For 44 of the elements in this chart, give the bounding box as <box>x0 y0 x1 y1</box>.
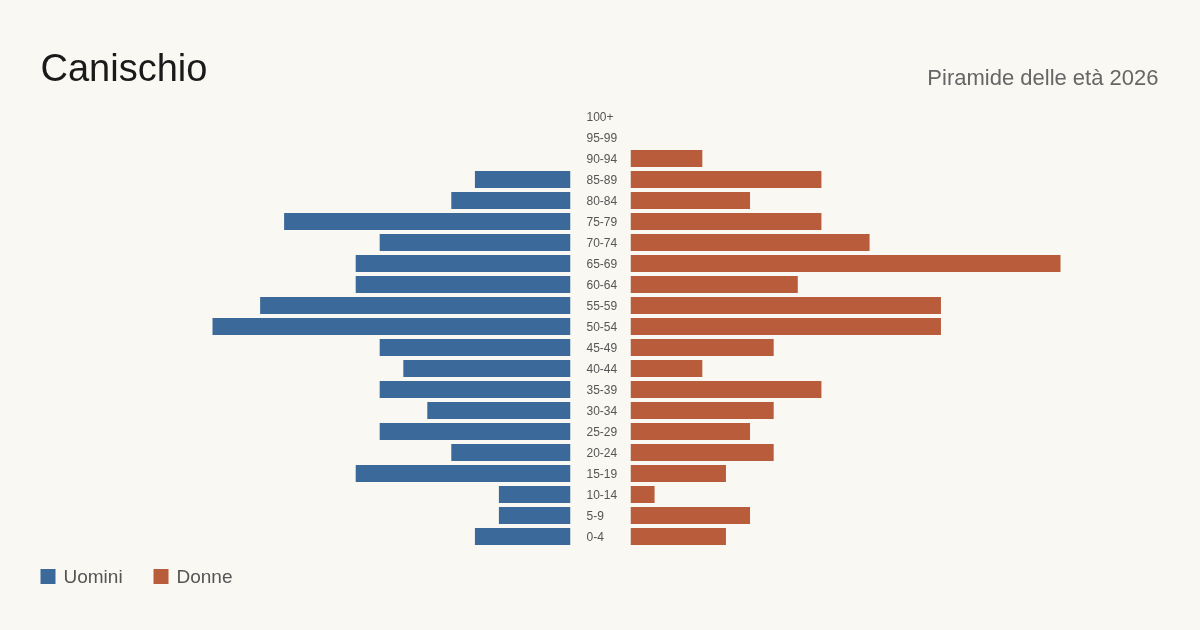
chart-subtitle: Piramide delle età 2026 <box>927 65 1159 90</box>
bar <box>630 339 774 356</box>
y-tick-label: 20-24 <box>586 446 618 460</box>
bar <box>630 444 774 461</box>
y-tick-label: 55-59 <box>586 299 618 313</box>
bar <box>630 297 941 314</box>
bar <box>630 255 1061 272</box>
y-tick-label: 30-34 <box>586 404 618 418</box>
y-tick-label: 15-19 <box>586 467 618 481</box>
bar <box>630 213 822 230</box>
y-tick-label: 80-84 <box>586 194 618 208</box>
y-tick-label: 100+ <box>586 110 614 124</box>
y-tick-label: 85-89 <box>586 173 618 187</box>
y-tick-label: 95-99 <box>586 131 618 145</box>
bar <box>630 360 703 377</box>
bar <box>630 150 703 167</box>
y-tick-label: 25-29 <box>586 425 618 439</box>
y-tick-label: 90-94 <box>586 152 618 166</box>
y-tick-label: 70-74 <box>586 236 618 250</box>
y-tick-label: 10-14 <box>586 488 618 502</box>
y-tick-label: 45-49 <box>586 341 618 355</box>
y-tick-label: 60-64 <box>586 278 618 292</box>
bar <box>630 486 655 503</box>
legend-label: Donne <box>176 566 233 587</box>
bar <box>630 171 822 188</box>
bar <box>630 234 870 251</box>
bar <box>630 192 751 209</box>
y-tick-label: 0-4 <box>586 530 605 544</box>
y-tick-label: 75-79 <box>586 215 618 229</box>
legend-label: Uomini <box>63 566 123 587</box>
y-tick-label: 40-44 <box>586 362 618 376</box>
bar <box>630 507 751 524</box>
bar <box>630 465 726 482</box>
chart-title: Canischio <box>40 46 208 89</box>
y-tick-label: 65-69 <box>586 257 618 271</box>
y-tick-label: 50-54 <box>586 320 618 334</box>
bar <box>630 528 726 545</box>
bar <box>630 318 941 335</box>
bar <box>630 423 751 440</box>
bar <box>630 276 798 293</box>
bar <box>630 402 774 419</box>
y-tick-label: 35-39 <box>586 383 618 397</box>
y-tick-label: 5-9 <box>586 509 605 523</box>
bar <box>630 381 822 398</box>
